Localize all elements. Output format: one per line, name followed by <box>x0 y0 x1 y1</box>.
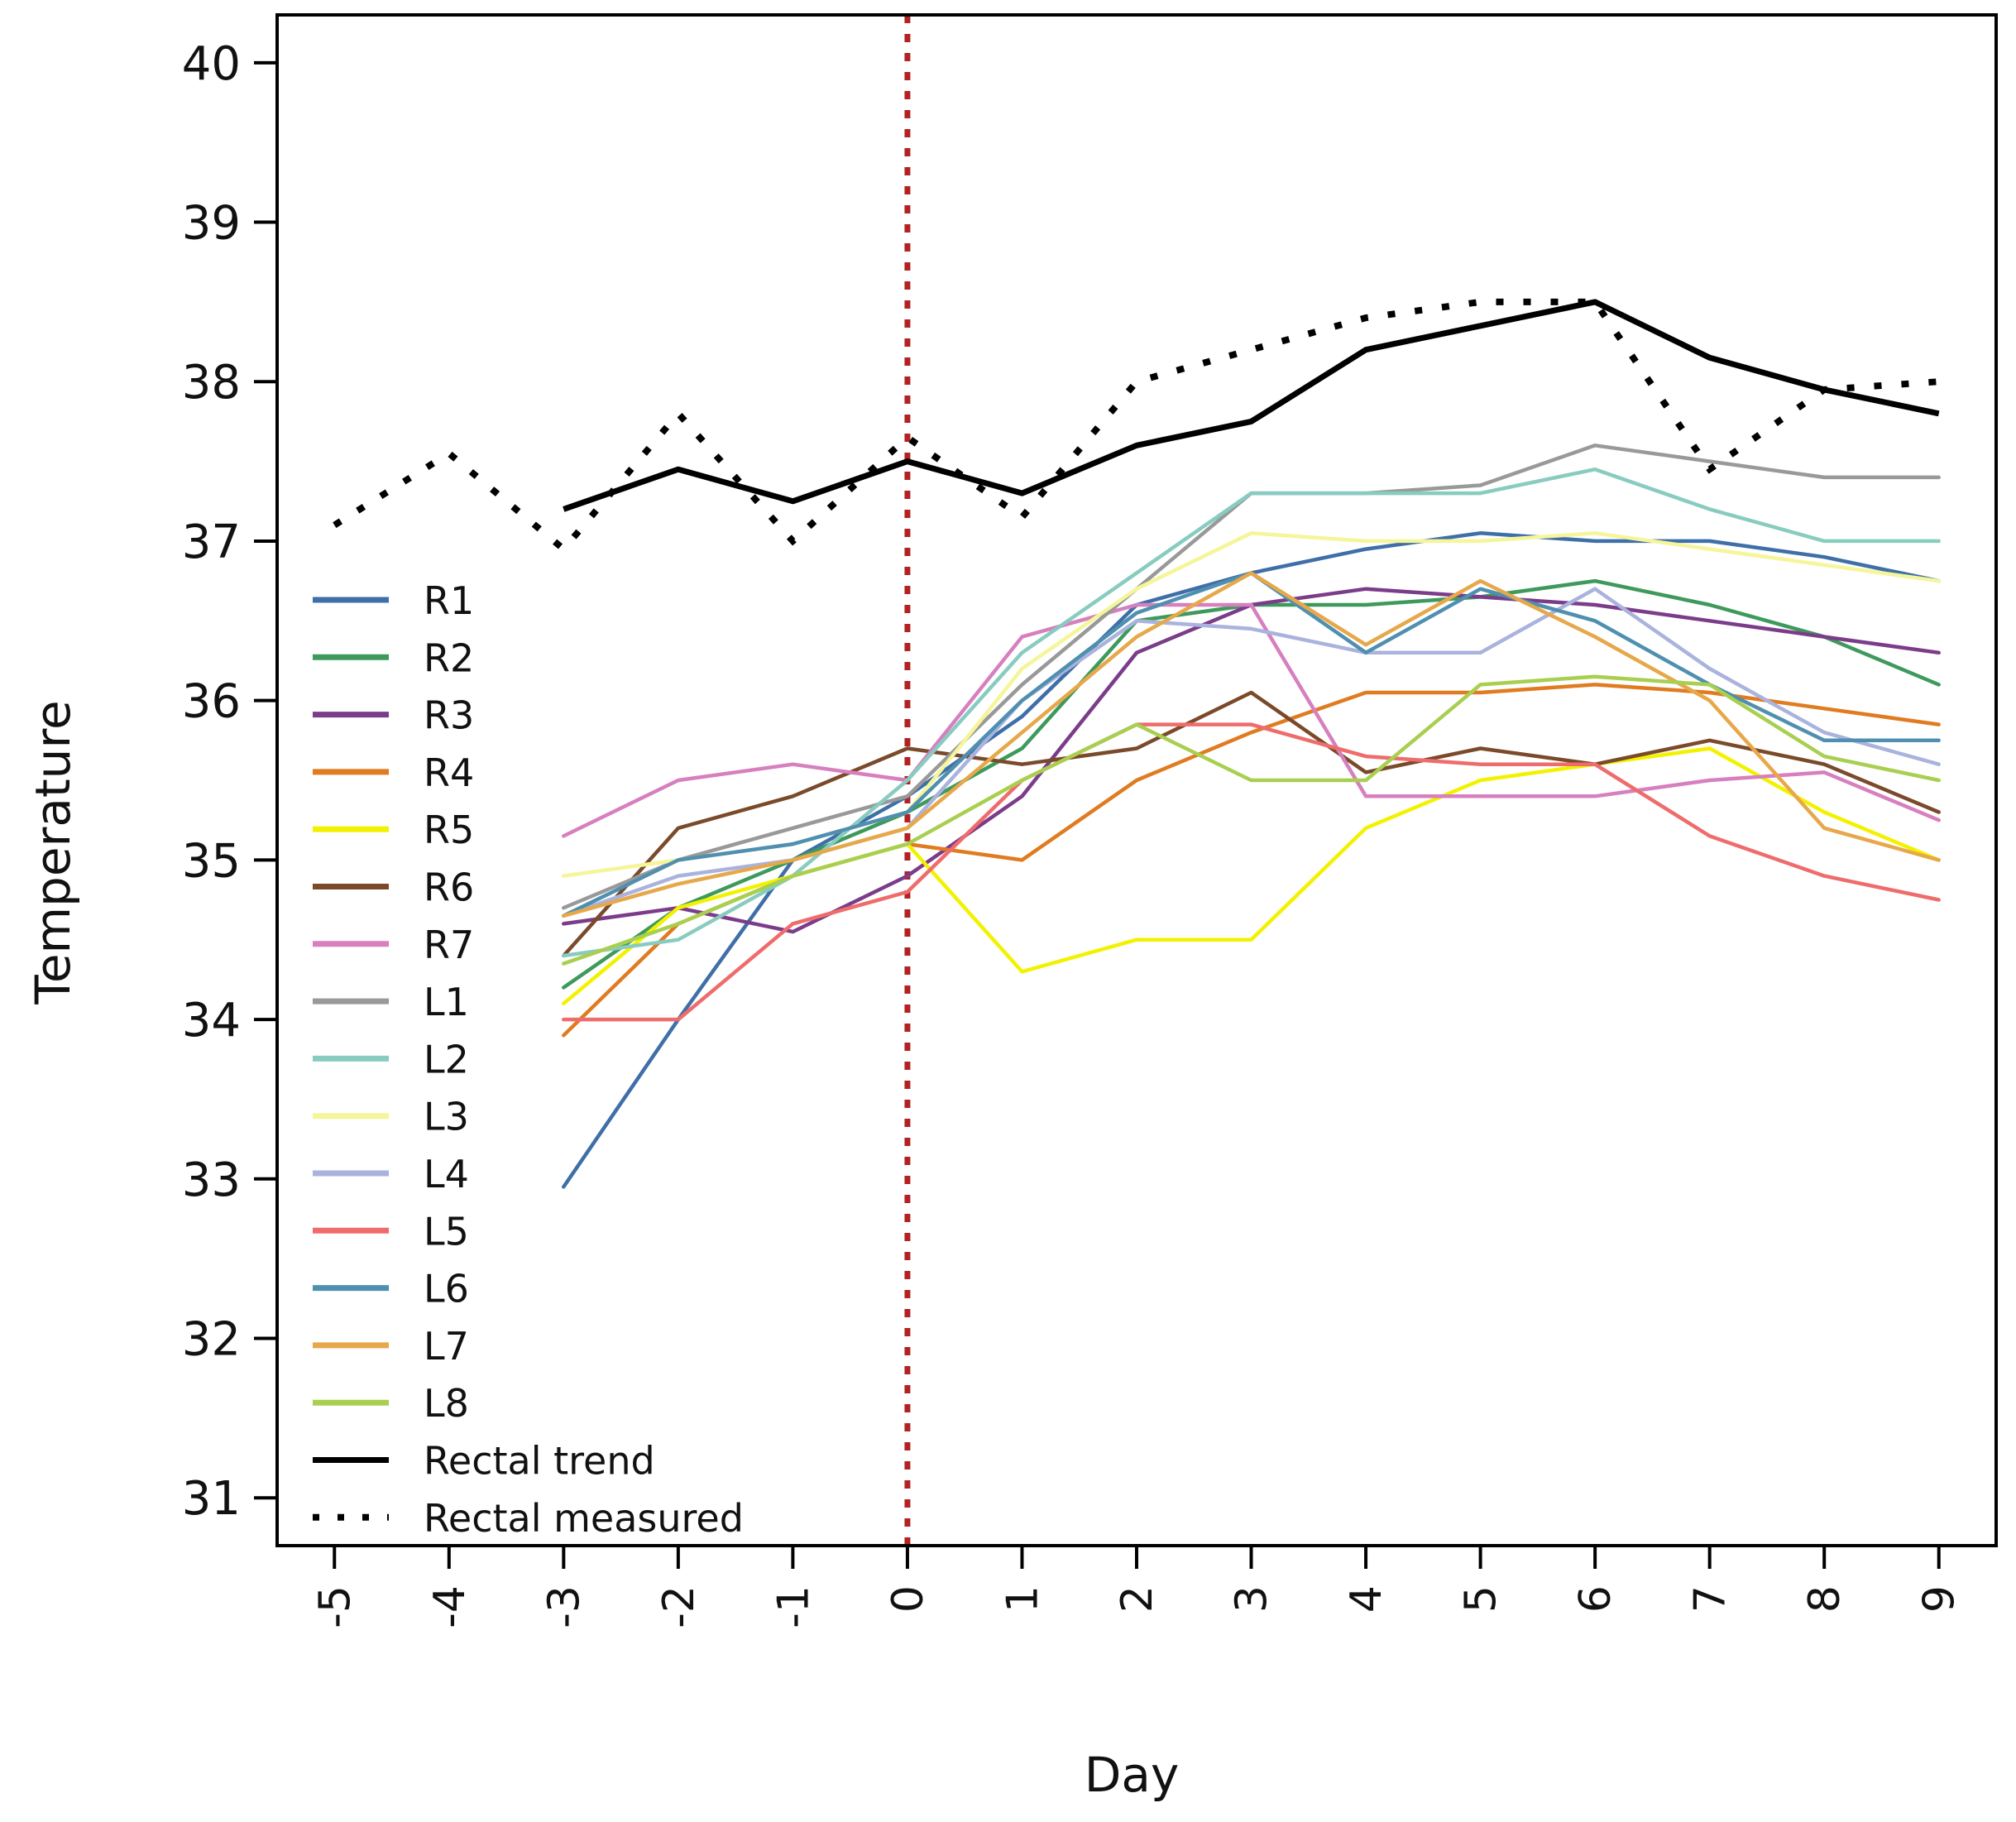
y-tick-label: 33 <box>182 1153 241 1207</box>
y-tick-label: 40 <box>182 37 241 91</box>
legend: R1 R2 R3 R4 R5 R6 R7 L1 L2 L3 L4 L5 L6 L7 L8 Rectal tre… <box>313 578 744 1541</box>
y-tick-label: 31 <box>182 1472 241 1526</box>
y-tick-label: 35 <box>182 834 241 888</box>
legend-label-l4: L4 <box>424 1152 469 1196</box>
x-tick-label: -3 <box>539 1585 589 1628</box>
legend-label-l3: L3 <box>424 1095 469 1139</box>
x-tick-label: 2 <box>1113 1585 1162 1613</box>
legend-label-rectal-measured: Rectal measured <box>424 1496 744 1541</box>
y-tick-label: 36 <box>182 675 241 729</box>
x-axis-title: Day <box>1085 1747 1180 1803</box>
x-tick-label: 6 <box>1571 1585 1621 1613</box>
legend-label-r4: R4 <box>424 750 474 795</box>
y-tick-label: 32 <box>182 1312 241 1366</box>
x-tick-label: -5 <box>310 1585 360 1628</box>
legend-label-l5: L5 <box>424 1209 469 1254</box>
x-tick-label: 3 <box>1228 1585 1277 1613</box>
legend-label-r7: R7 <box>424 923 474 967</box>
legend-label-l1: L1 <box>424 980 469 1024</box>
x-tick-label: 1 <box>998 1585 1047 1613</box>
x-tick-label: -1 <box>769 1585 818 1628</box>
x-tick-label: 7 <box>1686 1585 1736 1613</box>
legend-label-r2: R2 <box>424 635 474 680</box>
series-line-l7 <box>562 571 1941 918</box>
y-tick-label: 38 <box>182 356 241 410</box>
series-layer <box>333 298 1941 1189</box>
legend-label-l7: L7 <box>424 1324 469 1369</box>
legend-label-rectal-trend: Rectal trend <box>424 1439 655 1484</box>
legend-label-r5: R5 <box>424 808 474 852</box>
series-line-r7 <box>562 602 1941 838</box>
y-tick-label: 39 <box>182 197 241 251</box>
series-line-l5 <box>562 722 1941 1022</box>
series-line-l8 <box>562 674 1941 966</box>
y-tick-label: 34 <box>182 994 241 1048</box>
x-tick-label: 0 <box>883 1585 933 1613</box>
series-line-rectal-trend <box>563 299 1940 512</box>
legend-label-r3: R3 <box>424 693 474 738</box>
legend-label-l8: L8 <box>424 1381 469 1426</box>
legend-label-l2: L2 <box>424 1037 469 1081</box>
legend-label-r1: R1 <box>424 578 474 623</box>
x-tick-label: 9 <box>1915 1585 1965 1613</box>
x-tick-label: -2 <box>654 1585 704 1628</box>
x-tick-label: 5 <box>1457 1585 1506 1613</box>
y-tick-label: 37 <box>182 515 241 569</box>
x-tick-label: 8 <box>1800 1585 1850 1613</box>
series-line-r6 <box>562 690 1941 958</box>
legend-label-l6: L6 <box>424 1267 469 1311</box>
x-tick-label: -4 <box>425 1585 475 1628</box>
legend-label-r6: R6 <box>424 865 474 910</box>
x-tick-label: 4 <box>1342 1585 1391 1613</box>
y-axis-title: Temperature <box>25 700 81 1004</box>
